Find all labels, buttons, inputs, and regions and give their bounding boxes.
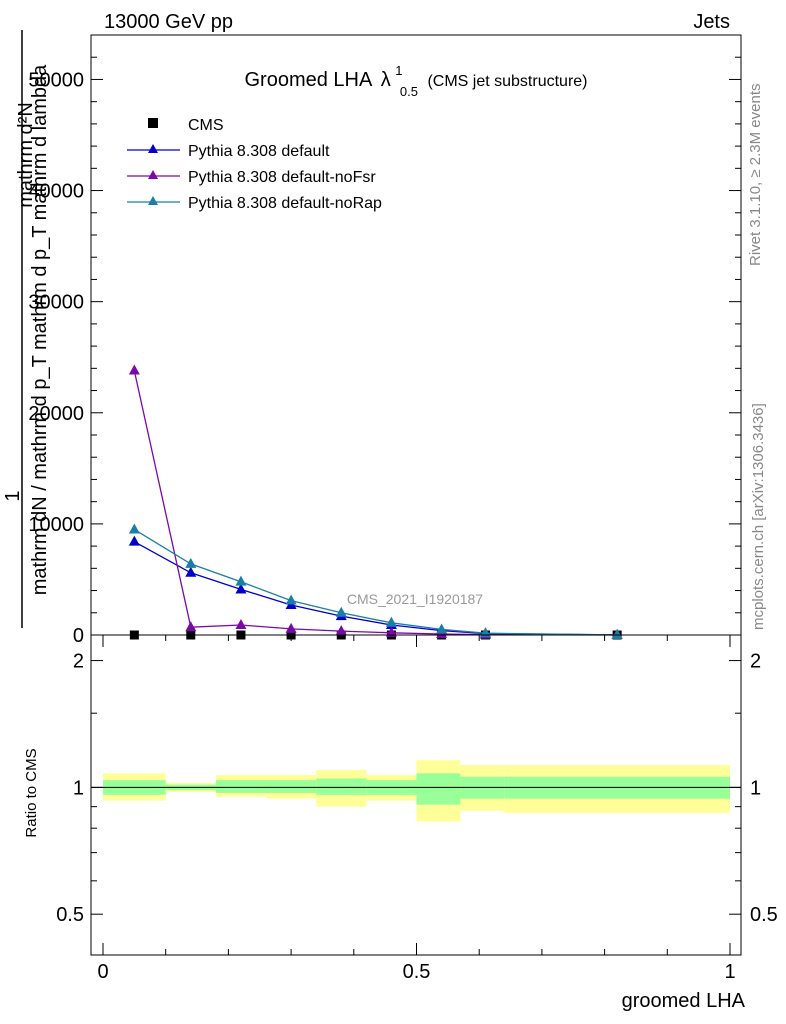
main-y-tick-label: 20000 (28, 403, 84, 425)
point-noFsr (335, 625, 347, 636)
main-panel: Groomed LHA λ 1 0.5 (CMS jet substructur… (2, 30, 742, 647)
point-noRap (128, 523, 140, 534)
legend-item-default: Pythia 8.308 default (127, 143, 330, 160)
legend-label-cms: CMS (188, 117, 224, 134)
legend-item-noFsr: Pythia 8.308 default-noFsr (127, 169, 376, 186)
ratio-band-inner (416, 773, 461, 805)
point-noRap (385, 616, 397, 627)
rivet-label: Rivet 3.1.10, ≥ 2.3M events (747, 84, 764, 267)
point-noRap (185, 557, 197, 568)
title-main: Groomed LHA (244, 69, 372, 91)
series-line-default (133, 541, 618, 636)
point-default (128, 535, 140, 546)
legend-item-noRap: Pythia 8.308 default-noRap (127, 195, 382, 212)
ratio-panel: 0.5 0.5 1 1 2 2 0 0.5 1 Ratio to CMS groomed LH… (23, 634, 778, 1012)
point-noRap (611, 628, 623, 639)
point-default (185, 566, 197, 577)
title-paren: (CMS jet substructure) (427, 73, 587, 90)
title-sub: 0.5 (400, 84, 418, 99)
series-line-noRap (133, 528, 618, 636)
mcplots-label: mcplots.cern.ch [arXiv:1306.3436] (750, 403, 767, 630)
x-axis-label: groomed LHA (622, 990, 746, 1012)
main-y-tick-label: 30000 (28, 292, 84, 314)
title-sup: 1 (395, 63, 402, 78)
y-axis-label-line-3: mathrm d²N (15, 102, 37, 208)
legend: CMS Pythia 8.308 default Pythia 8.308 de… (127, 117, 382, 212)
watermark: CMS_2021_I1920187 (347, 591, 483, 607)
point-noRap (335, 606, 347, 617)
main-y-tick-label: 40000 (28, 181, 84, 203)
ratio-y-tick-label-right: 1 (750, 777, 761, 799)
legend-marker-noRap (148, 196, 158, 205)
legend-label-noFsr: Pythia 8.308 default-noFsr (188, 169, 376, 186)
main-y-tick-label: 0 (73, 625, 84, 647)
point-noRap (285, 594, 297, 605)
ratio-band-inner (215, 780, 267, 793)
x-tick-label: 0.5 (403, 961, 431, 983)
main-y-tick-label: 50000 (28, 69, 84, 91)
ratio-y-tick-label-left: 1 (73, 777, 84, 799)
point-noFsr (385, 626, 397, 637)
point-noFsr (185, 621, 197, 632)
point-noFsr (235, 619, 247, 629)
legend-item-cms: CMS (148, 117, 224, 134)
title-lambda: λ (381, 69, 391, 91)
ratio-y-tick-label-right: 2 (750, 651, 761, 673)
point-default (235, 583, 247, 594)
legend-marker-noFsr (148, 170, 158, 179)
ratio-y-tick-label-right: 0.5 (750, 904, 778, 926)
legend-marker-cms (148, 118, 158, 128)
point-noRap (235, 575, 247, 586)
point-noRap (436, 623, 448, 634)
header-energy: 13000 GeV pp (104, 11, 233, 33)
ratio-y-tick-label-left: 2 (73, 651, 84, 673)
ratio-y-tick-label-left: 0.5 (56, 904, 84, 926)
legend-label-noRap: Pythia 8.308 default-noRap (188, 195, 382, 212)
chart-title: Groomed LHA λ 1 0.5 (CMS jet substructur… (244, 62, 587, 100)
point-noFsr (128, 364, 140, 375)
y-axis-label-line-2: mathrm dN / mathrm d p_T mathrm d p_T ma… (29, 64, 51, 595)
x-tick-label: 1 (724, 961, 735, 983)
point-noFsr (285, 622, 297, 633)
y-axis-label-line-1: 1 (2, 490, 24, 501)
legend-label-default: Pythia 8.308 default (188, 143, 330, 160)
ratio-band-inner (266, 780, 317, 793)
x-tick-label: 0 (97, 961, 108, 983)
ratio-band-inner (316, 778, 367, 795)
y-axis-label: 1 mathrm dN / mathrm d p_T mathrm d p_T … (2, 30, 51, 628)
ratio-y-axis-label: Ratio to CMS (23, 748, 40, 837)
header-jets: Jets (693, 11, 730, 33)
legend-marker-default (148, 144, 158, 153)
main-y-tick-label: 10000 (28, 514, 84, 536)
